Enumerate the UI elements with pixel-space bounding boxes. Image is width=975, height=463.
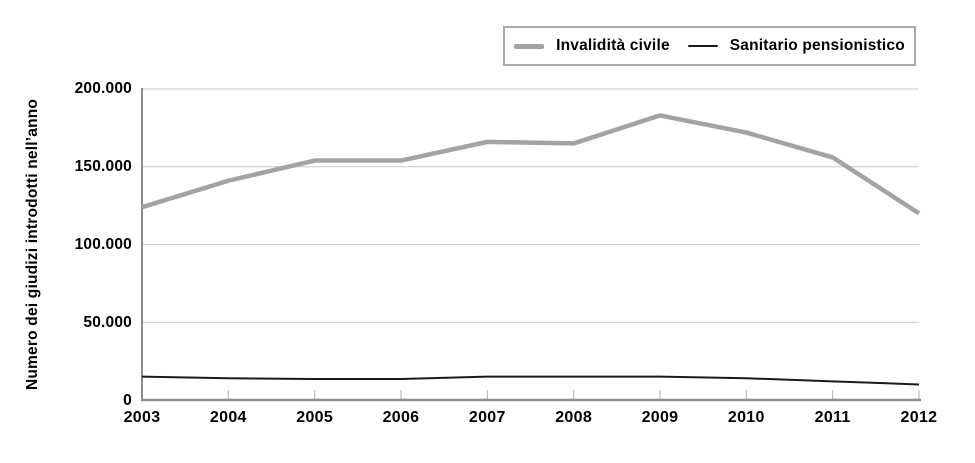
x-tick-label: 2010 bbox=[727, 409, 765, 426]
x-tick-label: 2005 bbox=[296, 409, 334, 426]
y-tick-label: 100.000 bbox=[74, 236, 132, 253]
x-tick-label: 2012 bbox=[900, 409, 938, 426]
y-tick-label: 50.000 bbox=[83, 314, 132, 331]
y-axis-tick-labels: 200.000 150.000 100.000 50.000 0 bbox=[0, 0, 132, 463]
x-tick-label: 2011 bbox=[814, 409, 851, 426]
legend-label: Sanitario pensionistico bbox=[729, 37, 905, 54]
series-line-sanitario-pensionistico bbox=[141, 375, 920, 386]
y-tick-label: 150.000 bbox=[74, 158, 132, 175]
legend-swatch bbox=[514, 43, 545, 49]
legend: Invalidità civile Sanitario pensionistic… bbox=[503, 26, 916, 66]
legend-swatch bbox=[687, 44, 718, 48]
x-tick-label: 2007 bbox=[468, 409, 506, 426]
x-tick-label: 2006 bbox=[382, 409, 420, 426]
x-tick-label: 2004 bbox=[209, 409, 247, 426]
x-axis-tick-labels: 2003 2004 2005 2006 2007 2008 2009 2010 … bbox=[112, 409, 949, 427]
legend-item-invalidita-civile: Invalidità civile bbox=[514, 37, 670, 55]
y-tick-label: 200.000 bbox=[74, 80, 132, 97]
x-tick-label: 2008 bbox=[555, 409, 593, 426]
series-line-invalidita-civile bbox=[141, 113, 921, 216]
x-tick-label: 2009 bbox=[641, 409, 679, 426]
legend-label: Invalidità civile bbox=[556, 37, 670, 54]
x-tick-label: 2003 bbox=[123, 409, 161, 426]
legend-item-sanitario-pensionistico: Sanitario pensionistico bbox=[687, 37, 905, 55]
y-tick-label: 0 bbox=[123, 392, 132, 409]
